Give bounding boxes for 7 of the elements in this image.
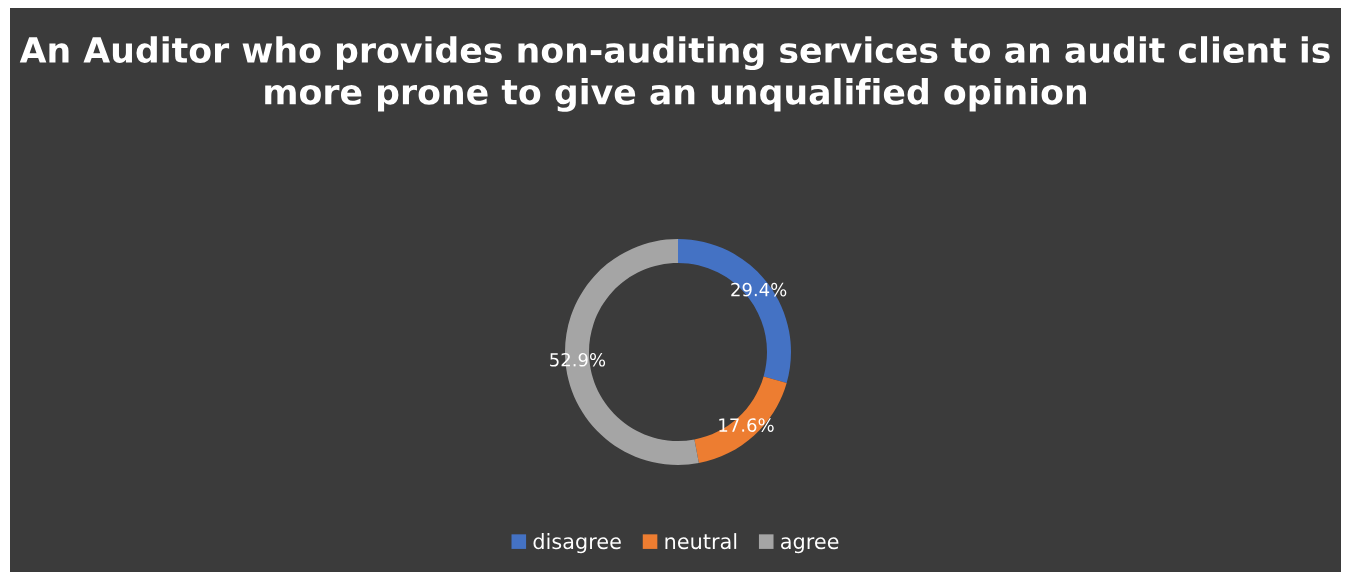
data-label: 52.9% bbox=[550, 352, 606, 367]
donut-slice bbox=[678, 239, 791, 384]
donut-slice bbox=[694, 376, 787, 464]
legend-label: disagree bbox=[533, 533, 621, 554]
chart-title: An Auditor who provides non-auditing services to an audit client is more prone to give an unqualified opinion bbox=[19, 36, 1330, 112]
legend-label: agree bbox=[781, 537, 839, 554]
legend-label: neutral bbox=[665, 533, 737, 550]
